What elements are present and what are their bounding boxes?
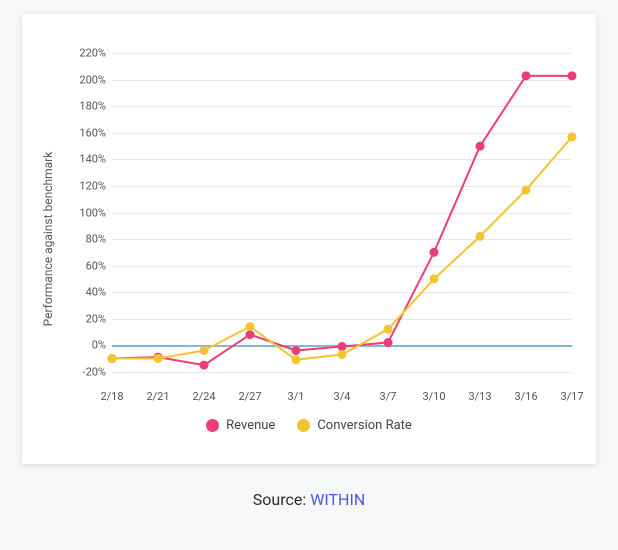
x-tick-label: 3/10: [422, 391, 445, 402]
series-line: [112, 76, 572, 365]
legend-dot-icon: [297, 419, 310, 432]
data-point-marker: [200, 346, 209, 355]
data-point-marker: [200, 361, 209, 370]
data-point-marker: [476, 142, 485, 151]
y-tick-label: 220%: [79, 48, 106, 59]
x-tick-label: 2/27: [238, 391, 261, 402]
y-tick-label: 80%: [86, 234, 106, 245]
data-point-marker: [476, 232, 485, 241]
source-link[interactable]: WITHIN: [310, 490, 365, 509]
source-attribution: Source: WITHIN: [22, 490, 596, 509]
legend-dot-icon: [206, 419, 219, 432]
data-point-marker: [292, 346, 301, 355]
x-tick-label: 3/17: [560, 391, 583, 402]
y-tick-label: 140%: [79, 154, 106, 165]
series-svg: [112, 40, 572, 385]
plot-area: -20%0%20%40%60%80%100%120%140%160%180%20…: [112, 40, 572, 385]
y-tick-label: 0%: [92, 340, 106, 351]
legend-label: Conversion Rate: [317, 418, 412, 433]
x-tick-label: 2/24: [192, 391, 215, 402]
y-tick-label: 200%: [79, 74, 106, 85]
legend-item-conversion-rate: Conversion Rate: [297, 418, 412, 433]
y-tick-label: 180%: [79, 101, 106, 112]
x-tick-label: 3/13: [468, 391, 491, 402]
data-point-marker: [384, 325, 393, 334]
x-tick-label: 2/21: [146, 391, 169, 402]
data-point-marker: [338, 342, 347, 351]
data-point-marker: [568, 71, 577, 80]
data-point-marker: [522, 185, 531, 194]
x-tick-label: 2/18: [100, 391, 123, 402]
legend: Revenue Conversion Rate: [22, 418, 596, 433]
y-tick-label: 20%: [86, 313, 106, 324]
y-tick-label: 120%: [79, 180, 106, 191]
data-point-marker: [338, 350, 347, 359]
series-line: [112, 137, 572, 360]
x-tick-label: 3/4: [334, 391, 351, 402]
data-point-marker: [568, 132, 577, 141]
data-point-marker: [430, 248, 439, 257]
y-tick-label: 100%: [79, 207, 106, 218]
data-point-marker: [246, 330, 255, 339]
x-tick-label: 3/16: [514, 391, 537, 402]
x-tick-label: 3/1: [288, 391, 305, 402]
data-point-marker: [522, 71, 531, 80]
data-point-marker: [246, 322, 255, 331]
y-tick-label: 40%: [86, 287, 106, 298]
data-point-marker: [384, 338, 393, 347]
y-tick-label: 60%: [86, 260, 106, 271]
y-axis-label: Performance against benchmark: [41, 152, 55, 327]
data-point-marker: [430, 274, 439, 283]
source-prefix: Source:: [253, 490, 310, 509]
y-tick-label: 160%: [79, 127, 106, 138]
data-point-marker: [154, 354, 163, 363]
y-tick-label: -20%: [83, 366, 106, 377]
x-tick-label: 3/7: [380, 391, 397, 402]
data-point-marker: [292, 355, 301, 364]
legend-item-revenue: Revenue: [206, 418, 275, 433]
legend-label: Revenue: [226, 418, 275, 433]
data-point-marker: [108, 354, 117, 363]
chart-card: Performance against benchmark -20%0%20%4…: [22, 14, 596, 464]
